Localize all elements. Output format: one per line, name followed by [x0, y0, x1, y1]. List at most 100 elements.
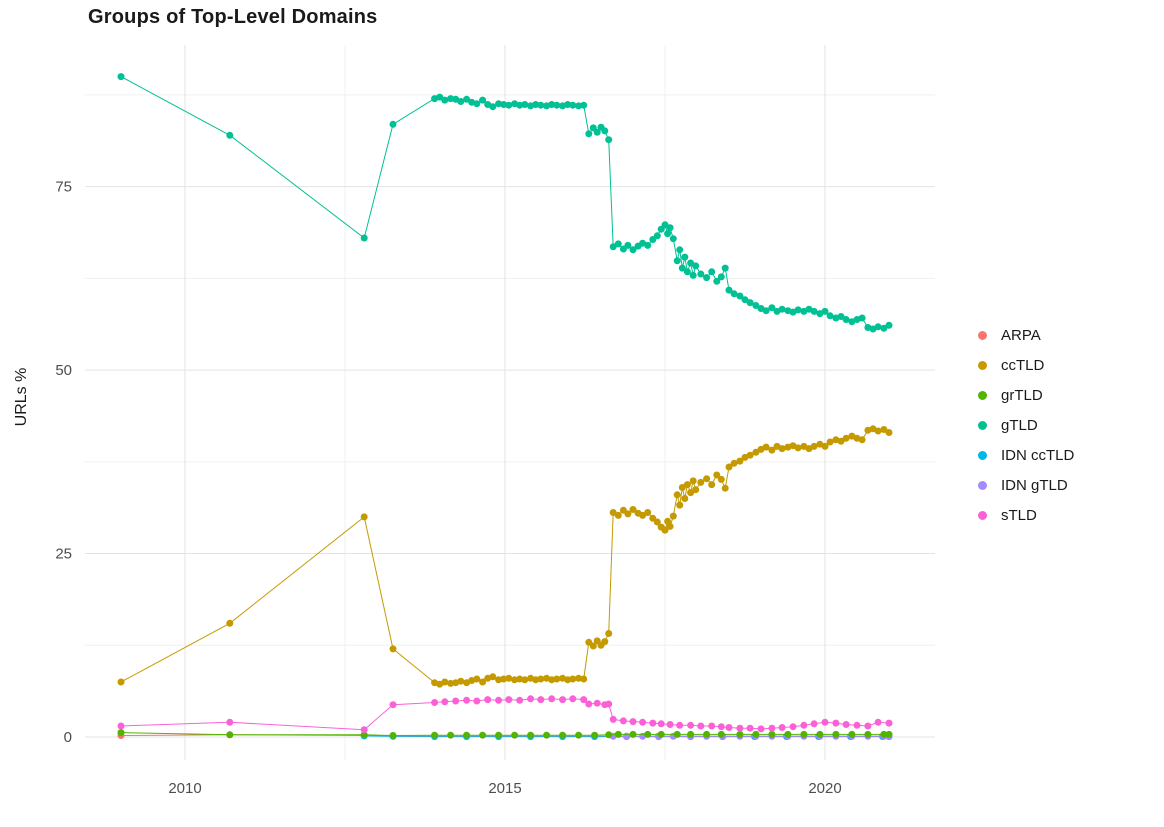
data-point	[810, 720, 818, 728]
data-point	[580, 101, 588, 109]
data-point	[826, 438, 834, 446]
data-point	[837, 313, 845, 320]
data-point	[614, 240, 622, 248]
data-point	[614, 730, 622, 738]
data-point	[885, 321, 893, 329]
data-point	[752, 730, 760, 738]
y-axis-title: URLs %	[13, 367, 30, 427]
data-point	[516, 101, 524, 109]
data-point	[717, 475, 725, 483]
data-point	[441, 96, 449, 104]
data-point	[778, 305, 786, 313]
data-point	[575, 731, 583, 739]
data-point	[389, 645, 397, 653]
data-point	[778, 445, 786, 453]
data-point	[842, 316, 850, 323]
data-point	[629, 246, 637, 254]
data-point	[746, 299, 754, 307]
data-point	[725, 286, 733, 294]
data-point	[673, 491, 681, 499]
data-point	[736, 730, 744, 738]
data-point	[692, 262, 700, 270]
data-point	[489, 673, 497, 681]
data-point	[736, 457, 744, 465]
data-point	[589, 642, 597, 650]
data-point	[569, 695, 577, 703]
data-point	[664, 230, 672, 238]
data-point	[605, 136, 613, 144]
data-point	[431, 731, 439, 739]
legend-item-idn-cctld: IDN ccTLD	[978, 440, 1074, 470]
data-point	[389, 701, 397, 709]
data-point	[697, 722, 705, 730]
data-point	[609, 509, 617, 516]
data-point	[360, 726, 368, 734]
legend-swatch-icon	[978, 330, 987, 340]
data-point	[569, 675, 577, 683]
data-point	[661, 221, 669, 229]
data-point	[800, 721, 808, 729]
data-point	[708, 722, 716, 730]
data-point	[730, 459, 738, 467]
data-point	[697, 270, 705, 278]
data-point	[708, 268, 716, 276]
data-point	[666, 224, 674, 232]
data-point	[623, 732, 631, 740]
data-point	[885, 429, 893, 436]
data-point	[826, 312, 834, 320]
data-point	[681, 253, 689, 261]
data-point	[703, 274, 711, 282]
x-tick-label: 2010	[168, 780, 201, 797]
data-point	[687, 730, 695, 738]
data-point	[585, 700, 593, 708]
data-point	[511, 731, 519, 739]
data-point	[389, 732, 397, 739]
data-point	[117, 678, 125, 686]
data-point	[543, 731, 551, 739]
data-point	[360, 731, 368, 739]
data-point	[832, 730, 840, 738]
legend-swatch-icon	[978, 510, 987, 520]
series-gtld	[117, 73, 893, 333]
data-point	[842, 721, 850, 728]
data-point	[768, 724, 776, 732]
data-point	[653, 232, 661, 240]
data-point	[639, 718, 647, 726]
data-point	[858, 436, 866, 444]
data-point	[644, 241, 652, 249]
data-point	[605, 700, 613, 708]
data-point	[864, 730, 872, 738]
data-point	[874, 323, 882, 331]
data-point	[605, 731, 613, 739]
data-point	[527, 731, 535, 739]
data-point	[629, 730, 637, 738]
chart-title: Groups of Top-Level Domains	[88, 6, 378, 28]
data-point	[676, 721, 684, 729]
data-point	[666, 721, 674, 728]
data-point	[746, 724, 754, 732]
data-point	[678, 484, 686, 491]
data-point	[614, 511, 622, 519]
data-point	[580, 675, 588, 683]
data-point	[885, 719, 893, 727]
data-point	[746, 451, 754, 459]
data-point	[669, 235, 677, 243]
data-point	[548, 101, 556, 108]
data-point	[717, 723, 725, 731]
y-tick-label: 0	[64, 729, 72, 746]
data-point	[527, 695, 535, 703]
data-point	[463, 731, 471, 739]
legend-swatch-icon	[978, 390, 987, 400]
data-point	[703, 730, 711, 738]
data-point	[479, 678, 487, 686]
data-point	[721, 484, 729, 492]
data-point	[736, 724, 744, 732]
series-grtld	[117, 729, 893, 739]
data-point	[591, 731, 599, 739]
data-point	[683, 268, 691, 276]
x-tick-label: 2020	[808, 780, 841, 797]
data-point	[473, 675, 481, 683]
data-point	[816, 730, 824, 738]
data-point	[762, 307, 770, 315]
